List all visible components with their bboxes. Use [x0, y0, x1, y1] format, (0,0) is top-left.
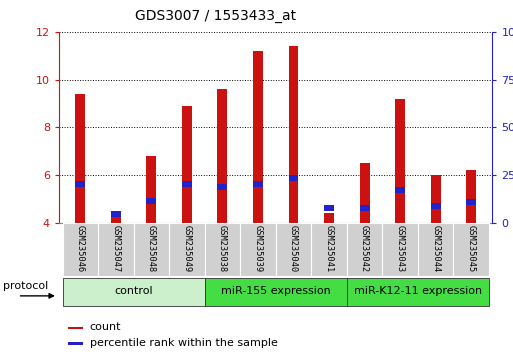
Bar [311, 223, 347, 276]
Bar [253, 181, 263, 187]
Bar [205, 278, 347, 306]
Text: miR-K12-11 expression: miR-K12-11 expression [354, 286, 482, 296]
Bar [253, 51, 263, 223]
Text: miR-155 expression: miR-155 expression [221, 286, 330, 296]
Bar [288, 175, 299, 181]
Bar [169, 223, 205, 276]
Text: GSM235042: GSM235042 [360, 225, 369, 272]
Bar [146, 156, 156, 223]
Text: GSM235047: GSM235047 [111, 225, 121, 272]
Bar [182, 181, 192, 187]
Bar [218, 89, 227, 223]
Text: count: count [90, 322, 121, 332]
Bar [395, 187, 405, 193]
Bar [276, 223, 311, 276]
Bar [146, 198, 156, 204]
Bar [111, 211, 121, 217]
Bar [68, 327, 83, 329]
Text: protocol: protocol [3, 281, 48, 291]
Bar [63, 223, 98, 276]
Bar [240, 223, 275, 276]
Text: GSM235039: GSM235039 [253, 225, 263, 272]
Text: GSM235046: GSM235046 [76, 225, 85, 272]
Text: GDS3007 / 1553433_at: GDS3007 / 1553433_at [135, 9, 296, 23]
Bar [324, 205, 334, 211]
Bar [453, 223, 489, 276]
Text: GSM235040: GSM235040 [289, 225, 298, 272]
Bar [75, 94, 85, 223]
Text: control: control [114, 286, 153, 296]
Bar [395, 99, 405, 223]
Bar [466, 199, 476, 205]
Bar [466, 171, 476, 223]
Bar [430, 203, 441, 209]
Bar [360, 205, 369, 211]
Text: GSM235043: GSM235043 [396, 225, 405, 272]
Bar [347, 223, 382, 276]
Bar [63, 278, 205, 306]
Bar [68, 342, 83, 345]
Bar [111, 213, 121, 223]
Text: GSM235048: GSM235048 [147, 225, 156, 272]
Bar [418, 223, 453, 276]
Bar [430, 175, 441, 223]
Text: GSM235038: GSM235038 [218, 225, 227, 272]
Bar [360, 163, 369, 223]
Bar [182, 106, 192, 223]
Bar [98, 223, 133, 276]
Bar [218, 184, 227, 190]
Text: GSM235041: GSM235041 [325, 225, 333, 272]
Text: GSM235044: GSM235044 [431, 225, 440, 272]
Bar [347, 278, 489, 306]
Text: GSM235045: GSM235045 [467, 225, 476, 272]
Bar [324, 213, 334, 223]
Text: percentile rank within the sample: percentile rank within the sample [90, 338, 278, 348]
Text: GSM235049: GSM235049 [183, 225, 191, 272]
Bar [134, 223, 169, 276]
Bar [75, 181, 85, 187]
Bar [205, 223, 240, 276]
Bar [288, 46, 299, 223]
Bar [382, 223, 418, 276]
